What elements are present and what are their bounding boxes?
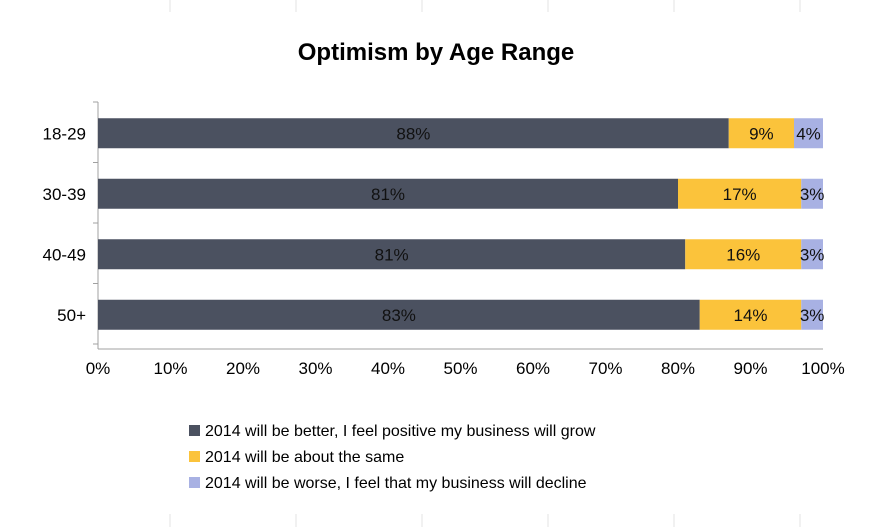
background-guides: [169, 0, 801, 527]
x-tick-label: 50%: [443, 359, 477, 378]
legend-label: 2014 will be better, I feel positive my …: [205, 423, 596, 440]
y-tick-label: 40-49: [43, 245, 86, 264]
bar-segment: [801, 178, 823, 209]
chart-title: Optimism by Age Range: [298, 39, 575, 66]
bar-segment: [801, 299, 823, 330]
bar-segment: [794, 118, 823, 149]
bar-segment: [699, 299, 802, 330]
x-tick-label: 10%: [153, 359, 187, 378]
bar-segment: [685, 239, 802, 270]
data-label: 14%: [733, 306, 767, 325]
data-label: 83%: [382, 306, 416, 325]
data-label: 3%: [800, 306, 825, 325]
data-label: 16%: [726, 245, 760, 264]
y-tick-label: 18-29: [43, 124, 86, 143]
x-tick-label: 30%: [298, 359, 332, 378]
legend-swatch: [189, 451, 200, 462]
x-tick-label: 80%: [661, 359, 695, 378]
data-label: 17%: [723, 185, 757, 204]
bar-segment: [98, 118, 729, 149]
legend-label: 2014 will be worse, I feel that my busin…: [205, 475, 587, 492]
y-tick-label: 50+: [57, 306, 86, 325]
bar-segment: [678, 178, 802, 209]
x-tick-label: 70%: [588, 359, 622, 378]
x-tick-label: 100%: [801, 359, 844, 378]
legend-label: 2014 will be about the same: [205, 449, 404, 466]
legend-swatch: [189, 425, 200, 436]
bar-segment: [98, 178, 678, 209]
x-tick-label: 60%: [516, 359, 550, 378]
data-label: 81%: [371, 185, 405, 204]
y-tick-label: 30-39: [43, 185, 86, 204]
x-tick-label: 90%: [733, 359, 767, 378]
legend: 2014 will be better, I feel positive my …: [189, 423, 596, 492]
data-label: 81%: [375, 245, 409, 264]
x-tick-label: 40%: [371, 359, 405, 378]
bar-segment: [801, 239, 823, 270]
bar-segment: [728, 118, 794, 149]
data-label: 9%: [749, 124, 774, 143]
x-tick-label: 0%: [86, 359, 111, 378]
bar-segment: [98, 239, 686, 270]
legend-swatch: [189, 477, 200, 488]
data-label: 3%: [800, 245, 825, 264]
bar-segment: [98, 299, 700, 330]
plot-area: 0% 10% 20% 30% 40% 50% 60% 70% 80% 90% 100% 18-29 88…: [43, 101, 845, 378]
data-label: 4%: [796, 124, 821, 143]
x-tick-label: 20%: [226, 359, 260, 378]
data-label: 3%: [800, 185, 825, 204]
data-label: 88%: [396, 124, 430, 143]
